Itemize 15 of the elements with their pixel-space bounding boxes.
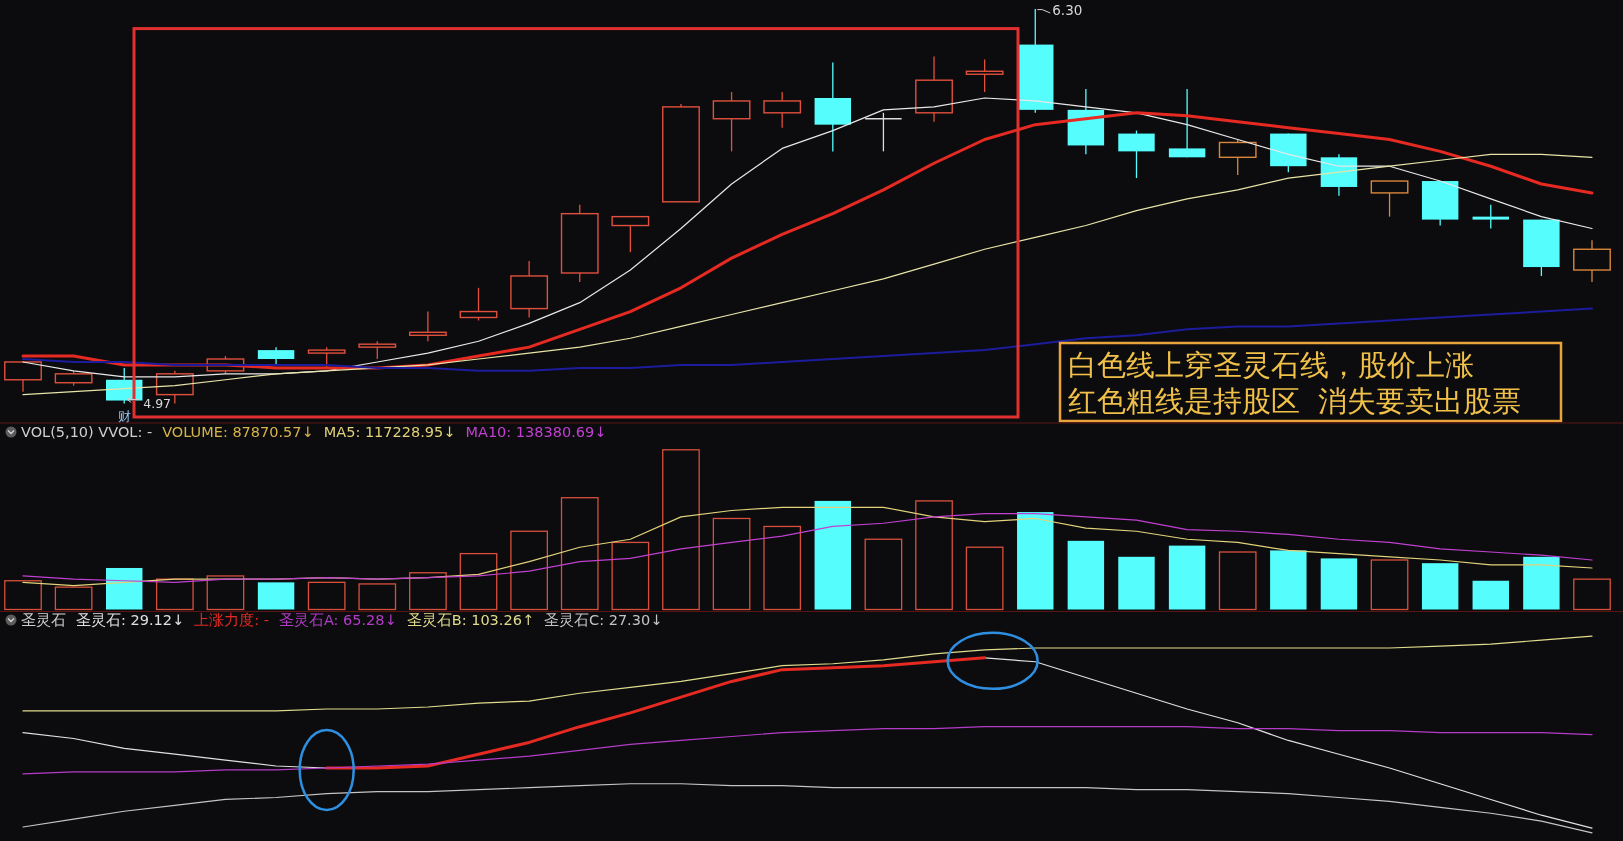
- text: MA5: 117228.95↓: [323, 424, 456, 440]
- chart-title: VOL(5,10) VVOL: -: [21, 424, 153, 440]
- annotation: 4.97: [143, 396, 172, 411]
- text: 圣灵石A: 65.28↓: [278, 612, 397, 628]
- chart-title: 圣灵石: [21, 612, 66, 628]
- annotation: 红色粗线是持股区 消失要卖出股票: [1068, 384, 1522, 418]
- text: 圣灵石: 29.12↓: [76, 612, 185, 628]
- text: 财: [117, 408, 131, 424]
- text: 上涨力度: -: [194, 612, 269, 628]
- text: VOLUME: 87870.57↓: [162, 424, 314, 440]
- text: 圣灵石C: 27.30↓: [544, 612, 663, 628]
- annotation: 6.30: [1052, 2, 1083, 18]
- annotation: 白色线上穿圣灵石线，股价上涨: [1068, 348, 1474, 382]
- text: 圣灵石B: 103.26↑: [406, 612, 535, 628]
- text: MA10: 138380.69↓: [465, 424, 607, 440]
